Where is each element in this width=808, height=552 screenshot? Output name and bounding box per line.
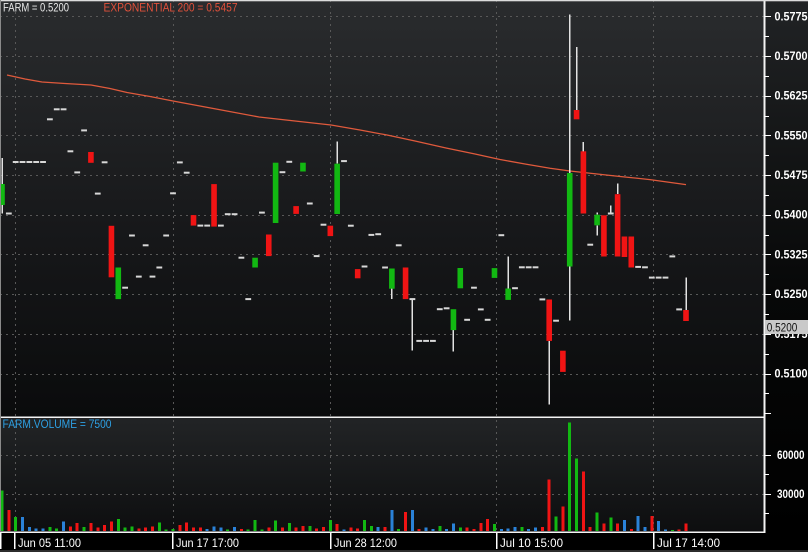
svg-text:Jun 05 11:00: Jun 05 11:00 bbox=[18, 536, 81, 550]
svg-text:60000: 60000 bbox=[777, 450, 805, 462]
svg-text:0.5475: 0.5475 bbox=[775, 170, 808, 182]
svg-text:0.5200: 0.5200 bbox=[767, 323, 798, 335]
svg-text:0.5700: 0.5700 bbox=[775, 51, 808, 63]
svg-text:30000: 30000 bbox=[777, 489, 805, 501]
svg-text:FARM.VOLUME = 7500: FARM.VOLUME = 7500 bbox=[3, 417, 112, 431]
svg-text:0.5325: 0.5325 bbox=[775, 249, 808, 261]
svg-text:Jun 17 17:00: Jun 17 17:00 bbox=[176, 536, 239, 550]
svg-text:Jun 28 12:00: Jun 28 12:00 bbox=[334, 536, 397, 550]
svg-text:0.5250: 0.5250 bbox=[775, 289, 808, 301]
svg-text:0.5625: 0.5625 bbox=[775, 91, 808, 103]
svg-text:0.5550: 0.5550 bbox=[775, 130, 808, 142]
svg-text:0.5100: 0.5100 bbox=[775, 369, 808, 381]
svg-text:FARM = 0.5200: FARM = 0.5200 bbox=[3, 1, 69, 15]
svg-text:Jul 17 14:00: Jul 17 14:00 bbox=[657, 536, 720, 550]
svg-text:EXPONENTIAL 200 = 0.5457: EXPONENTIAL 200 = 0.5457 bbox=[104, 1, 238, 15]
svg-text:0.5775: 0.5775 bbox=[775, 11, 808, 23]
svg-text:Jul 10 15:00: Jul 10 15:00 bbox=[500, 536, 563, 550]
svg-text:0.5400: 0.5400 bbox=[775, 210, 808, 222]
